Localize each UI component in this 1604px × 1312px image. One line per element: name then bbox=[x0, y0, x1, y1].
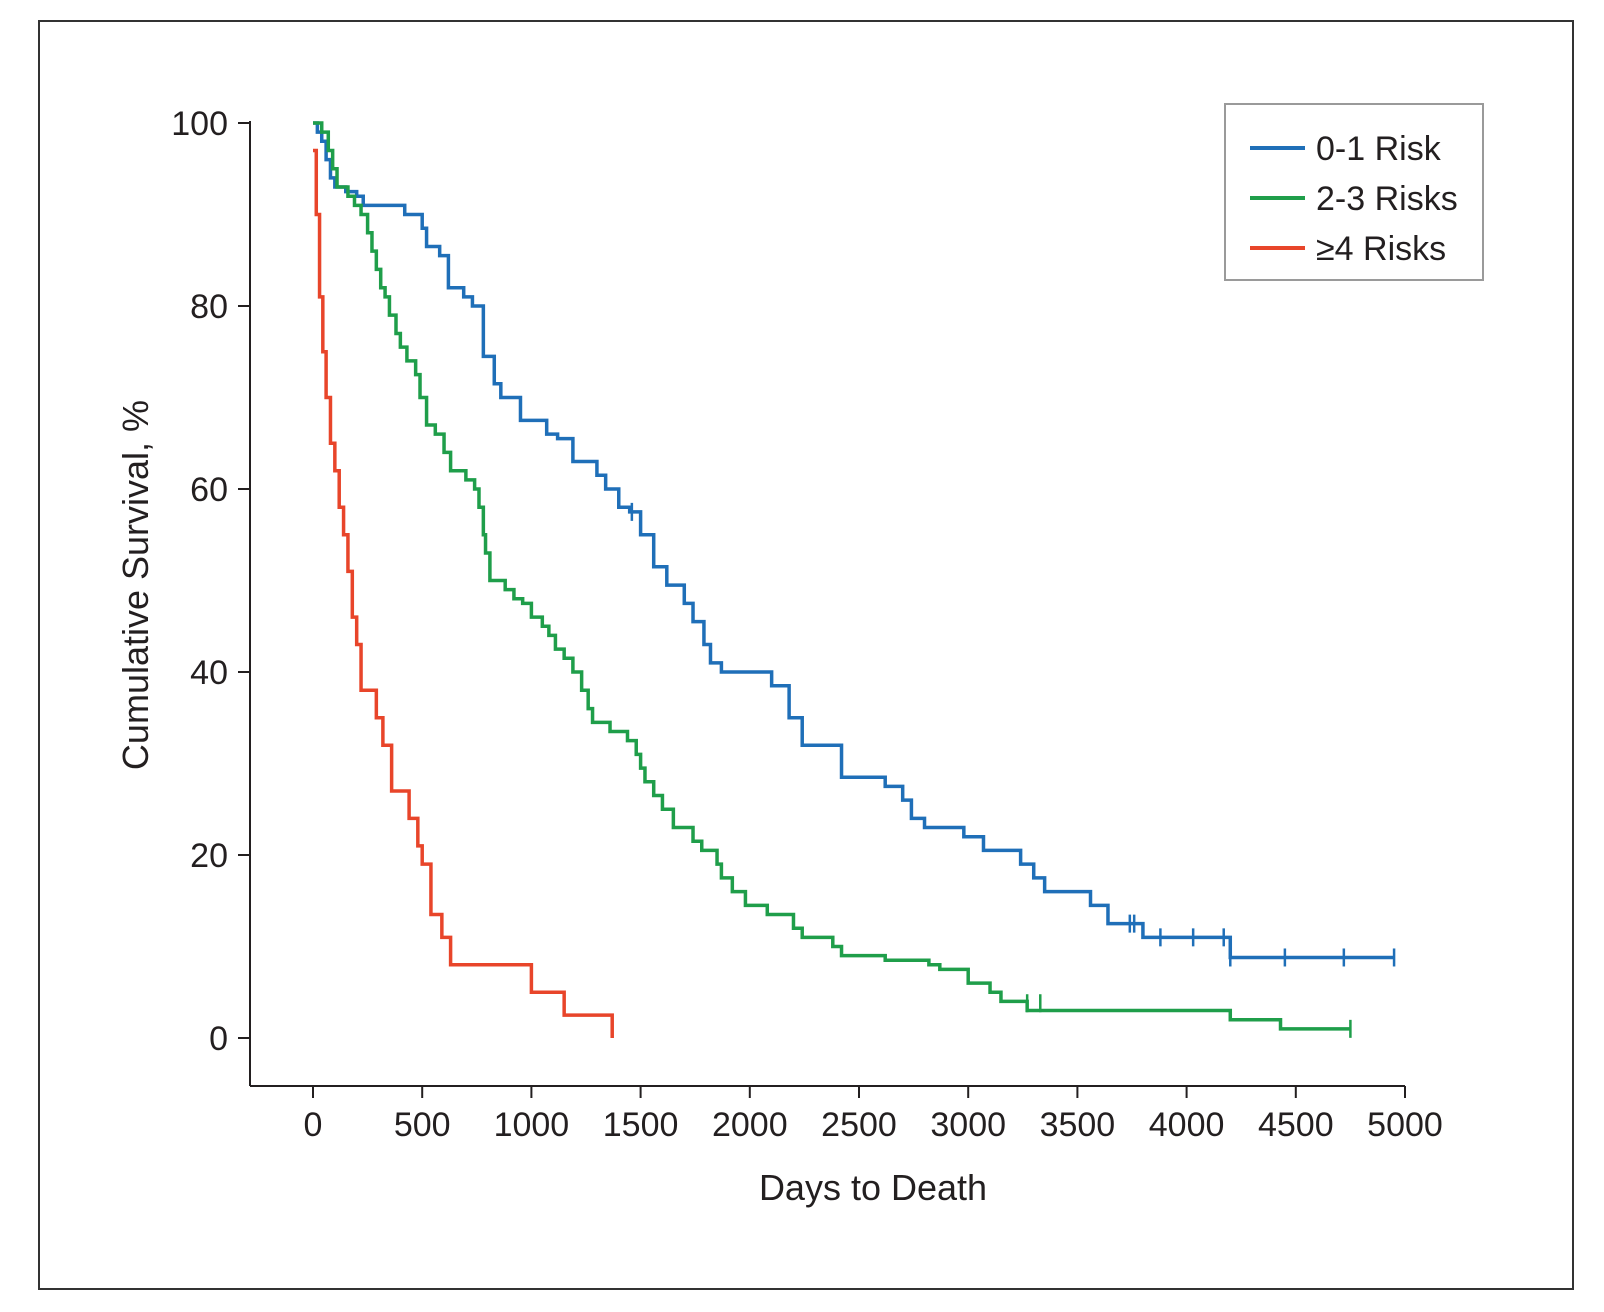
series-line-1 bbox=[313, 121, 1395, 960]
x-tick-label: 500 bbox=[394, 1106, 451, 1144]
x-tick-label: 4500 bbox=[1258, 1106, 1334, 1144]
y-tick-label: 20 bbox=[190, 837, 228, 875]
x-tick-label: 0 bbox=[304, 1106, 323, 1144]
series-line-2 bbox=[313, 121, 1351, 1031]
legend-label: 2-3 Risks bbox=[1316, 180, 1458, 218]
x-tick-label: 5000 bbox=[1367, 1106, 1443, 1144]
y-tick-label: 0 bbox=[209, 1020, 228, 1058]
y-tick-label: 80 bbox=[190, 288, 228, 326]
series-layer bbox=[313, 121, 1396, 1038]
y-tick-label: 100 bbox=[171, 105, 228, 143]
series-line-3 bbox=[313, 148, 614, 1038]
x-tick-label: 3500 bbox=[1040, 1106, 1116, 1144]
x-tick-label: 2500 bbox=[821, 1106, 897, 1144]
y-axis-title: Cumulative Survival, % bbox=[115, 400, 156, 770]
x-tick-label: 1000 bbox=[494, 1106, 570, 1144]
legend-label: 0-1 Risk bbox=[1316, 130, 1442, 168]
y-tick-label: 40 bbox=[190, 654, 228, 692]
x-tick-label: 4000 bbox=[1149, 1106, 1225, 1144]
y-tick-label: 60 bbox=[190, 471, 228, 509]
x-tick-label: 2000 bbox=[712, 1106, 788, 1144]
legend-label: ≥4 Risks bbox=[1316, 230, 1446, 268]
x-axis-title: Days to Death bbox=[759, 1167, 987, 1208]
legend: 0-1 Risk 2-3 Risks ≥4 Risks bbox=[1224, 103, 1484, 281]
legend-box bbox=[1224, 103, 1484, 281]
x-tick-label: 3000 bbox=[930, 1106, 1006, 1144]
x-tick-label: 1500 bbox=[603, 1106, 679, 1144]
